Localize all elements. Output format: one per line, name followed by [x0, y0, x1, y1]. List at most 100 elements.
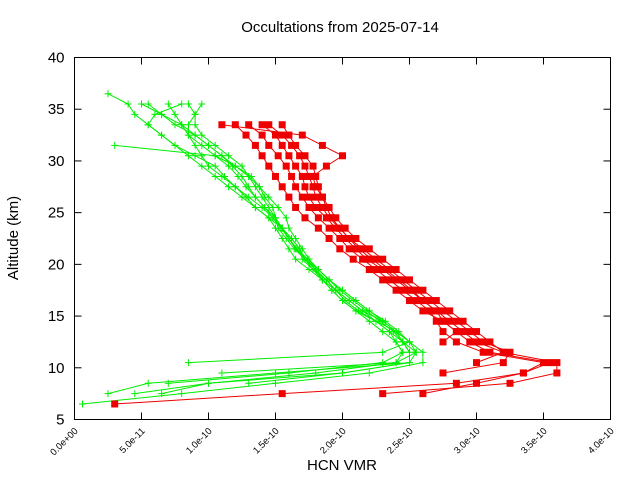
- data-point-square: [553, 359, 561, 367]
- data-point-square: [314, 214, 322, 222]
- data-point-plus: [111, 141, 119, 149]
- data-point-plus: [158, 131, 166, 139]
- data-point-plus: [419, 348, 427, 356]
- data-point-square: [452, 338, 460, 346]
- series-9: [111, 121, 554, 408]
- data-point-square: [365, 266, 373, 274]
- data-point-square: [314, 224, 322, 232]
- data-point-square: [278, 131, 286, 139]
- data-point-square: [359, 255, 367, 263]
- data-point-square: [296, 152, 304, 160]
- data-point-square: [278, 141, 286, 149]
- data-point-square: [336, 245, 344, 253]
- data-point-plus: [285, 224, 293, 232]
- data-point-square: [292, 141, 300, 149]
- data-point-square: [446, 307, 454, 315]
- data-point-plus: [218, 152, 226, 160]
- data-point-square: [412, 286, 420, 294]
- data-point-plus: [399, 338, 407, 346]
- data-point-plus: [211, 162, 219, 170]
- data-point-square: [305, 203, 313, 211]
- data-point-plus: [225, 183, 233, 191]
- data-point-plus: [131, 110, 139, 118]
- data-point-plus: [198, 131, 206, 139]
- data-point-square: [419, 286, 427, 294]
- data-point-square: [309, 162, 317, 170]
- data-point-plus: [272, 369, 279, 377]
- data-point-plus: [218, 369, 226, 377]
- data-point-plus: [269, 214, 277, 222]
- data-point-plus: [225, 152, 233, 160]
- data-point-plus: [225, 162, 233, 170]
- data-point-plus: [198, 152, 206, 160]
- data-point-square: [439, 338, 447, 346]
- x-tick-label: 2.0e-10: [318, 426, 349, 457]
- data-point-square: [322, 203, 330, 211]
- data-point-square: [318, 203, 326, 211]
- data-point-plus: [198, 141, 206, 149]
- data-point-square: [292, 162, 300, 170]
- data-point-plus: [269, 203, 277, 211]
- data-point-plus: [336, 286, 344, 294]
- data-point-square: [479, 338, 487, 346]
- data-point-plus: [379, 348, 387, 356]
- data-point-plus: [191, 110, 199, 118]
- series-line: [167, 103, 410, 384]
- data-point-square: [352, 235, 360, 242]
- data-point-plus: [325, 276, 333, 284]
- data-point-square: [325, 235, 333, 242]
- data-point-plus: [406, 348, 413, 356]
- data-point-square: [301, 162, 309, 170]
- data-point-plus: [261, 193, 269, 201]
- data-point-square: [479, 348, 487, 356]
- data-point-plus: [211, 172, 219, 180]
- y-tick-label: 40: [48, 50, 65, 67]
- data-point-plus: [285, 369, 293, 377]
- data-point-plus: [341, 297, 349, 305]
- data-point-square: [466, 338, 474, 346]
- data-point-plus: [171, 141, 179, 149]
- x-tick-label: 2.5e-10: [385, 426, 416, 457]
- data-point-plus: [238, 162, 246, 170]
- data-point-plus: [231, 162, 239, 170]
- series-12: [265, 121, 514, 377]
- data-point-plus: [349, 297, 357, 305]
- data-point-plus: [191, 141, 199, 149]
- data-point-square: [265, 162, 273, 170]
- data-point-plus: [191, 121, 199, 129]
- data-point-plus: [293, 245, 301, 253]
- data-point-plus: [184, 359, 192, 367]
- data-point-square: [506, 348, 514, 356]
- data-point-plus: [171, 110, 179, 118]
- data-point-square: [368, 255, 376, 263]
- data-point-square: [251, 141, 259, 149]
- data-point-square: [432, 307, 440, 315]
- data-point-square: [258, 152, 266, 160]
- data-point-square: [439, 317, 447, 325]
- data-point-square: [278, 121, 286, 129]
- data-point-plus: [412, 348, 420, 356]
- data-point-square: [298, 193, 306, 201]
- data-point-square: [278, 183, 286, 191]
- data-point-plus: [282, 214, 290, 222]
- data-point-square: [399, 276, 407, 284]
- data-point-plus: [355, 307, 363, 315]
- data-point-plus: [191, 152, 199, 160]
- data-point-plus: [277, 224, 285, 232]
- data-point-plus: [365, 317, 373, 325]
- data-point-plus: [231, 183, 239, 191]
- x-tick-label: 4.0e-10: [586, 426, 617, 457]
- x-tick-label: 3.0e-10: [452, 426, 483, 457]
- data-point-square: [459, 317, 467, 325]
- data-point-plus: [184, 121, 192, 129]
- data-point-plus: [399, 348, 407, 356]
- data-point-plus: [406, 338, 413, 346]
- data-point-square: [419, 307, 427, 315]
- data-point-square: [408, 286, 416, 294]
- data-point-square: [406, 276, 413, 284]
- data-point-plus: [144, 379, 152, 387]
- data-point-square: [272, 131, 279, 139]
- series-line: [114, 124, 553, 405]
- y-tick-label: 35: [48, 101, 65, 118]
- data-point-square: [312, 183, 320, 191]
